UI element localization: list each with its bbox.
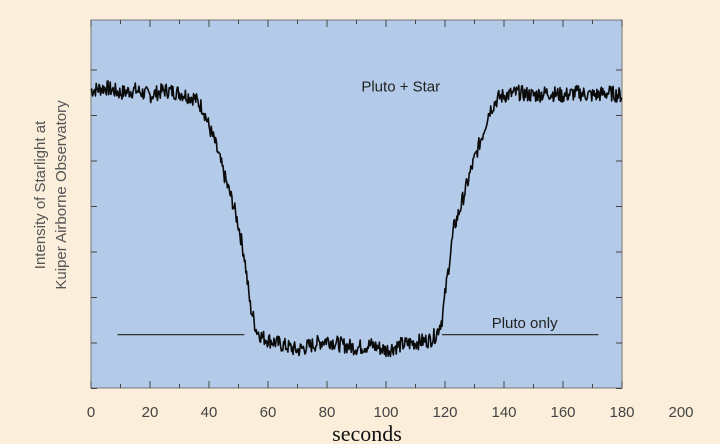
annotation-pluto-only: Pluto only bbox=[492, 315, 558, 332]
annotation-pluto-plus-star: Pluto + Star bbox=[361, 79, 440, 96]
plot-area bbox=[90, 19, 623, 389]
x-tick-label: 120 bbox=[432, 404, 457, 421]
x-tick-label: 0 bbox=[87, 404, 95, 421]
x-tick-label: 180 bbox=[609, 404, 634, 421]
x-tick-labels: 0 20 40 60 80 100 120 140 160 180 200 bbox=[87, 404, 694, 421]
x-tick-label: 200 bbox=[668, 404, 693, 421]
x-tick-label: 20 bbox=[142, 404, 159, 421]
y-axis-label-line-2: Kuiper Airborne Observatory bbox=[53, 100, 70, 290]
x-tick-label: 140 bbox=[491, 404, 516, 421]
x-tick-label: 40 bbox=[201, 404, 218, 421]
x-tick-label: 60 bbox=[260, 404, 277, 421]
y-axis-label-line-1: Intensity of Starlight at bbox=[32, 120, 49, 269]
x-axis-label: seconds bbox=[332, 421, 402, 444]
light-curve-line bbox=[90, 80, 623, 358]
x-tick-label: 100 bbox=[373, 404, 398, 421]
x-tick-label: 80 bbox=[319, 404, 336, 421]
x-tick-label: 160 bbox=[550, 404, 575, 421]
tick-marks bbox=[90, 20, 623, 389]
